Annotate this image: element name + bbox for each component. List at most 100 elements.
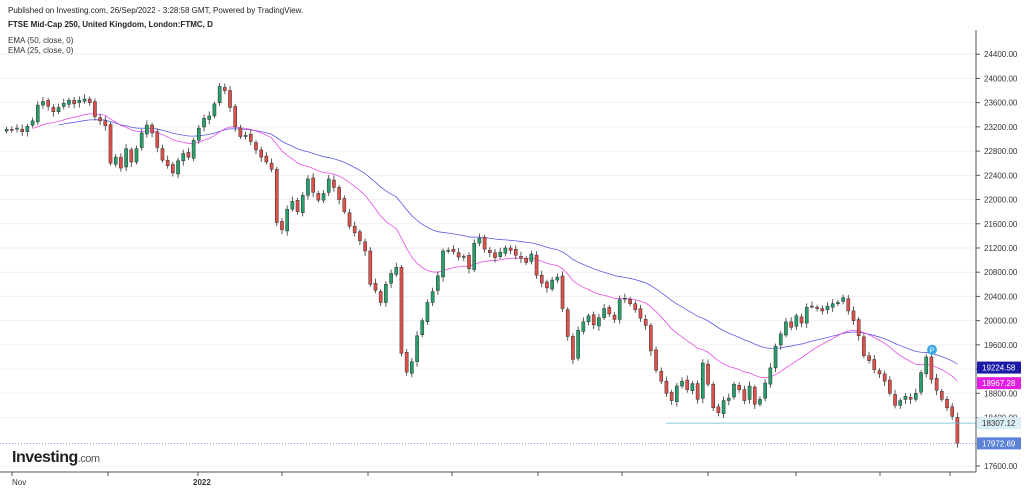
candle-body	[446, 250, 451, 252]
candle-body	[430, 291, 435, 303]
candle	[446, 247, 451, 254]
candle-body	[607, 307, 612, 315]
candle-body	[482, 236, 487, 250]
candle	[934, 373, 939, 396]
candle-body	[524, 258, 528, 263]
candle-body	[295, 200, 300, 212]
candle-body	[560, 275, 565, 309]
candle	[752, 384, 757, 410]
legend-ema-50[interactable]: EMA (50, close, 0)	[8, 36, 74, 45]
candle	[259, 146, 263, 162]
candle	[9, 126, 14, 133]
candle	[35, 101, 40, 125]
candle-body	[337, 187, 341, 200]
candle-body	[903, 396, 908, 400]
candle-body	[477, 238, 482, 244]
candle	[867, 351, 871, 364]
candle	[659, 367, 664, 385]
candle-body	[565, 309, 570, 337]
candle	[784, 317, 788, 338]
candle	[25, 123, 30, 137]
candle	[888, 376, 892, 396]
candle	[586, 313, 591, 326]
candle-body	[706, 363, 710, 385]
price-label: 19224.58	[977, 361, 1021, 374]
candle-body	[191, 139, 196, 159]
candle	[191, 137, 196, 162]
candle-body	[794, 315, 799, 327]
legend-ema-25[interactable]: EMA (25, close, 0)	[8, 46, 74, 55]
candle	[342, 195, 347, 215]
candle	[238, 124, 243, 139]
candle-body	[737, 385, 741, 390]
candle	[654, 346, 658, 373]
candle-body	[155, 131, 160, 148]
candle	[46, 97, 50, 111]
candle	[534, 251, 539, 279]
candle	[420, 318, 425, 338]
y-tick-label: 23200.00	[984, 123, 1018, 132]
candle	[612, 311, 617, 324]
candle-body	[274, 169, 279, 223]
candle-body	[165, 159, 170, 166]
candle	[129, 147, 134, 167]
candle	[347, 208, 352, 230]
candle-body	[87, 98, 92, 103]
candle	[202, 114, 206, 132]
candle	[223, 83, 227, 95]
candle	[758, 396, 762, 407]
candle-body	[285, 208, 289, 232]
candle-body	[72, 99, 76, 105]
candle-body	[503, 247, 508, 254]
candle-body	[888, 379, 892, 394]
candle-body	[633, 303, 638, 310]
candle	[300, 192, 305, 217]
candle	[285, 205, 289, 236]
logo-text: Investing	[12, 449, 78, 466]
candle	[410, 357, 414, 378]
candle-body	[784, 321, 788, 336]
candle	[565, 307, 570, 341]
candle-body	[763, 382, 767, 399]
candle-body	[212, 103, 217, 117]
candle	[316, 190, 321, 203]
ema-50-line	[58, 119, 958, 365]
candle-body	[830, 303, 835, 308]
candle	[87, 96, 92, 106]
candle	[212, 101, 217, 119]
candle-body	[61, 103, 66, 107]
candle-body	[591, 314, 596, 326]
candle-body	[929, 356, 934, 380]
candle-body	[726, 397, 731, 401]
candle	[274, 166, 279, 227]
candle-body	[701, 362, 705, 399]
reference-lines	[0, 422, 976, 444]
candle-body	[243, 135, 248, 137]
candle-body	[695, 383, 700, 400]
candle-body	[914, 393, 918, 400]
investing-logo[interactable]: Investing.com	[12, 449, 100, 467]
candle	[228, 85, 232, 112]
y-tick-label: 18800.00	[984, 389, 1018, 398]
candle-body	[321, 193, 326, 201]
candle	[150, 122, 154, 138]
candle	[513, 245, 518, 260]
marker-badge[interactable]: P	[927, 344, 937, 355]
candle	[119, 153, 123, 172]
candle	[103, 116, 108, 131]
candle-body	[867, 355, 871, 361]
candle-body	[799, 316, 804, 324]
candle-body	[399, 267, 404, 354]
candle-body	[825, 305, 830, 311]
candle-body	[721, 400, 726, 415]
candle-body	[311, 177, 315, 193]
candle	[384, 281, 388, 307]
candle-body	[456, 252, 461, 258]
candle-body	[690, 383, 695, 391]
candle-body	[420, 320, 425, 335]
candle	[560, 271, 565, 313]
candle-body	[139, 132, 144, 148]
price-label: 18967.28	[977, 377, 1021, 390]
candle	[919, 370, 923, 396]
